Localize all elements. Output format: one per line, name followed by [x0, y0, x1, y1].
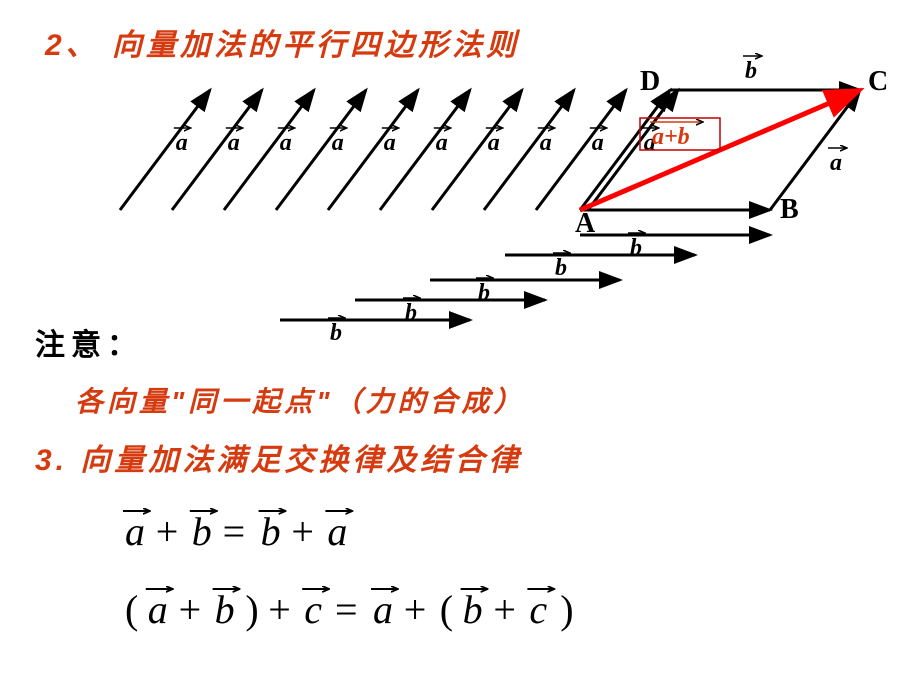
svg-text:+: + — [493, 587, 516, 632]
h3-text: 向量加法满足交换律及结合律 — [80, 444, 522, 477]
svg-text:b: b — [261, 509, 281, 554]
svg-text:A: A — [575, 208, 596, 239]
svg-text:C: C — [868, 66, 888, 97]
svg-text:a: a — [228, 130, 240, 156]
svg-text:+: + — [291, 509, 314, 554]
svg-text:b: b — [630, 235, 642, 261]
svg-text:a: a — [176, 130, 188, 156]
svg-text:b: b — [330, 320, 342, 340]
svg-text:a: a — [332, 130, 344, 156]
svg-text:a: a — [540, 130, 552, 156]
svg-text:c: c — [304, 587, 322, 632]
svg-text:a: a — [488, 130, 500, 156]
svg-text:+: + — [179, 587, 202, 632]
svg-text:(: ( — [440, 587, 453, 632]
svg-text:b: b — [215, 587, 235, 632]
svg-text:a: a — [830, 150, 842, 176]
note-text: 注意： — [35, 329, 143, 362]
svg-text:a: a — [436, 130, 448, 156]
svg-text:b: b — [463, 587, 483, 632]
svg-text:=: = — [223, 509, 246, 554]
formulas: a+b=b+a(a+b)+c=a+(b+c) — [115, 490, 815, 670]
subtext: 各向量"同一起点"（力的合成） — [75, 380, 526, 420]
svg-text:+: + — [404, 587, 427, 632]
svg-text:a: a — [148, 587, 168, 632]
svg-text:+: + — [156, 509, 179, 554]
vector-diagram: aaaaaaaaaabbbbbABCDbaa+b — [0, 40, 920, 340]
svg-text:b: b — [192, 509, 212, 554]
svg-text:a: a — [592, 130, 604, 156]
svg-text:a: a — [327, 509, 347, 554]
svg-text:b: b — [405, 300, 417, 326]
svg-text:B: B — [780, 194, 799, 225]
svg-text:c: c — [529, 587, 547, 632]
note-label: 注意： — [35, 320, 143, 364]
svg-text:=: = — [335, 587, 358, 632]
svg-text:b: b — [555, 255, 567, 281]
h3-prefix: 3. — [35, 444, 68, 477]
svg-text:): ) — [560, 587, 573, 632]
svg-text:a: a — [280, 130, 292, 156]
svg-text:a+b: a+b — [652, 124, 690, 150]
svg-text:b: b — [478, 280, 490, 306]
svg-text:(: ( — [125, 587, 138, 632]
svg-text:): ) — [245, 587, 258, 632]
svg-text:+: + — [268, 587, 291, 632]
svg-text:a: a — [125, 509, 145, 554]
svg-text:D: D — [640, 66, 660, 97]
subtext-text: 各向量"同一起点"（力的合成） — [75, 386, 526, 417]
svg-text:a: a — [373, 587, 393, 632]
svg-text:a: a — [384, 130, 396, 156]
svg-text:b: b — [745, 58, 757, 84]
heading-3: 3. 向量加法满足交换律及结合律 — [35, 435, 522, 479]
